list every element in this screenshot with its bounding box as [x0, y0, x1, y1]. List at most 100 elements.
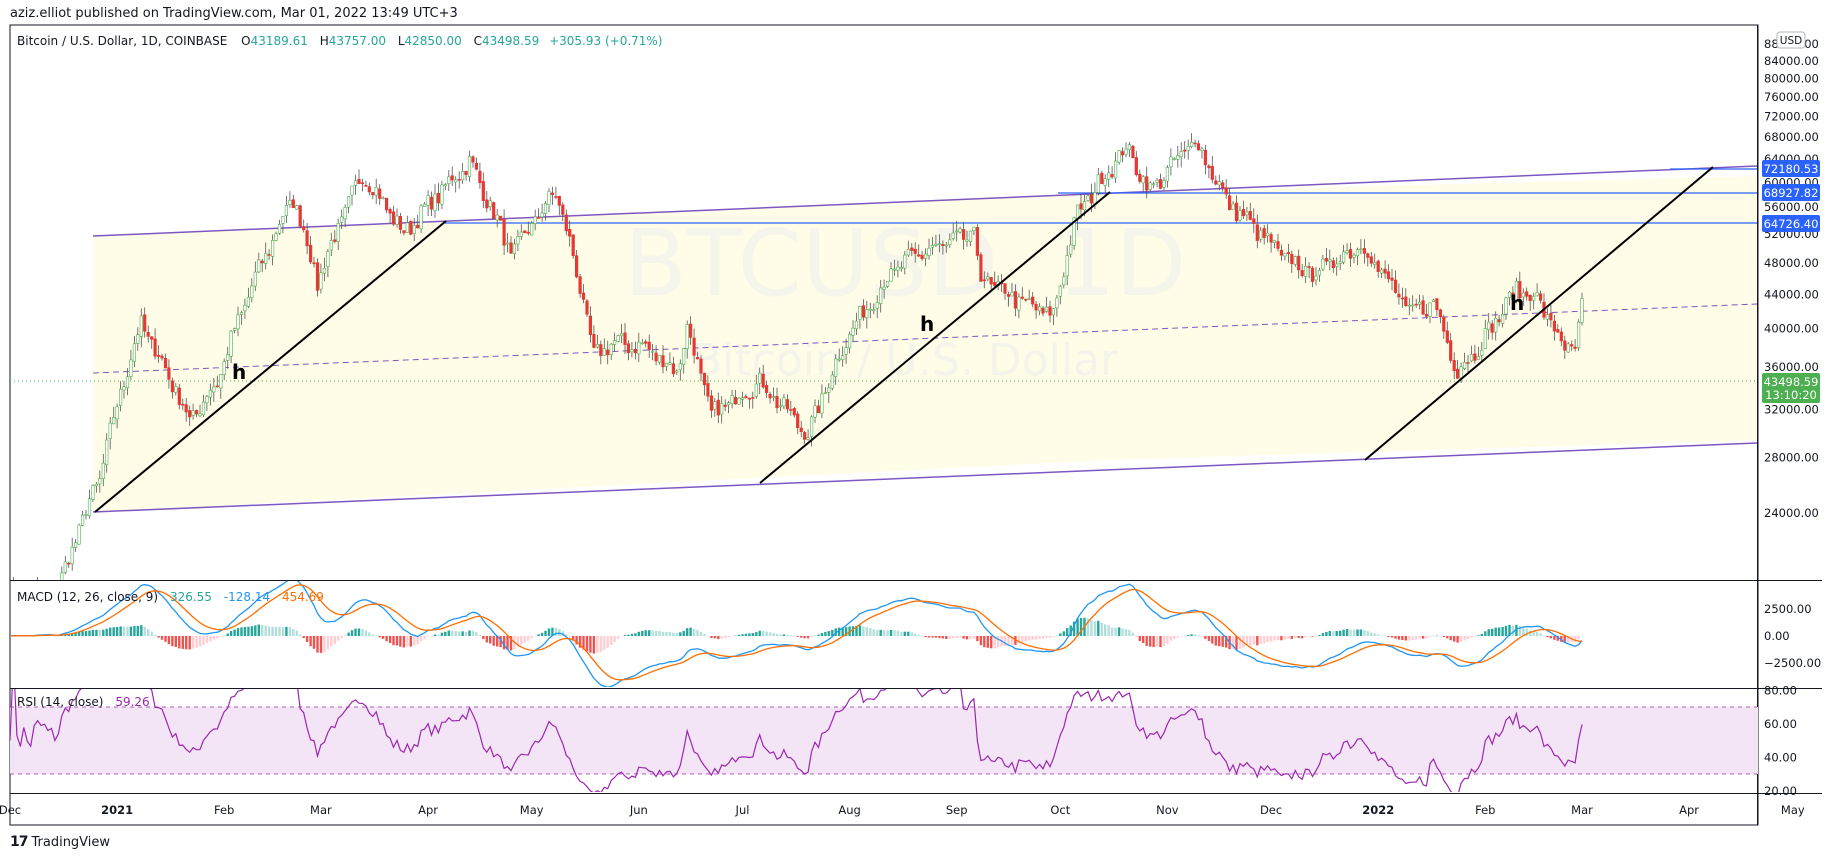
macd-hist-bar [1010, 636, 1014, 645]
candle-body [1062, 276, 1066, 286]
macd-hist-bar [278, 627, 281, 636]
price-axis[interactable]: 24000.00 28000.00 32000.00 36000.00 40000.00… [1764, 37, 1819, 520]
macd-hist-bar [983, 636, 986, 648]
macd-hist-bar [537, 634, 540, 636]
candle-body [685, 324, 689, 349]
candle-body [326, 251, 330, 267]
macd-hist-bar [1294, 636, 1297, 638]
candle-body [1425, 313, 1429, 317]
candle-body [1117, 150, 1121, 163]
candle-body [858, 305, 862, 320]
channel-midline[interactable] [92, 303, 1758, 374]
macd-hist-bar [482, 636, 485, 639]
macd-hist-bar [81, 631, 84, 636]
macd-hist-bar [1114, 627, 1117, 636]
candle-body [1276, 241, 1280, 249]
channel-upper-line[interactable] [92, 165, 1758, 237]
candle-body [184, 404, 188, 413]
candle-body [205, 396, 209, 404]
macd-hist-bar [1546, 636, 1549, 637]
candle-body [160, 355, 164, 359]
channel-lower-line[interactable] [92, 442, 1758, 513]
macd-hist-bar [1176, 636, 1179, 638]
candle-body [816, 405, 821, 414]
macd-hist-bar [153, 635, 157, 636]
macd-hist-bar [931, 636, 934, 638]
trend-line-3[interactable] [1364, 166, 1714, 461]
tradingview-footer[interactable]: 17 TradingView [10, 834, 110, 850]
macd-hist-bar [824, 631, 827, 636]
macd-hist-bar [920, 636, 924, 637]
candle-body [481, 181, 485, 202]
candle-body [879, 287, 883, 304]
candle-body [139, 315, 143, 337]
macd-hist-bar [485, 636, 488, 643]
annotation-h-3[interactable]: h [1510, 291, 1524, 315]
macd-hist-bar [1138, 636, 1141, 641]
candle-body [623, 332, 627, 345]
macd-hist-bar [413, 636, 416, 646]
macd-legend[interactable]: MACD (12, 26, close, 9) 326.55 -128.14 4… [17, 590, 324, 604]
macd-hist-bar [1459, 636, 1463, 642]
macd-hist-bar [447, 630, 450, 636]
macd-hist-bar [741, 634, 744, 636]
candle-body [1459, 366, 1463, 379]
legend-close-label: C [474, 34, 482, 48]
candle-body [602, 348, 606, 356]
macd-hist-bar [523, 636, 526, 643]
candle-body [695, 356, 700, 360]
macd-hist-bar [1100, 622, 1103, 636]
macd-hist-bar [261, 625, 264, 636]
candlestick-series [13, 133, 1584, 580]
price-label-72180-text: 72180.53 [1764, 162, 1819, 176]
macd-hist-bar [157, 636, 160, 638]
macd-hist-bar [1508, 624, 1511, 636]
annotation-h-1[interactable]: h [232, 360, 246, 384]
macd-hist-bar [1190, 634, 1193, 636]
macd-hist-bar [1504, 625, 1508, 636]
candle-body [1044, 306, 1049, 312]
time-axis[interactable]: Dec 2021 Feb Mar Apr May Jun Jul Aug Sep Oct Nov Dec… [0, 803, 1805, 817]
rsi-axis: 80.00 60.00 40.00 20.00 [1764, 683, 1797, 798]
currency-badge[interactable]: USD [1776, 31, 1806, 49]
candle-body [467, 156, 472, 177]
macd-hist-bar [710, 636, 713, 638]
macd-hist-bar [191, 636, 195, 649]
trend-line-1[interactable] [94, 220, 447, 513]
candle-body [668, 362, 672, 365]
candle-body [554, 196, 558, 198]
macd-hist-bar [755, 632, 758, 636]
candle-body [122, 386, 126, 391]
candle-body [923, 253, 928, 259]
candle-body [1158, 179, 1163, 189]
candle-body [1058, 285, 1062, 297]
macd-hist-bar [1352, 629, 1356, 636]
macd-hist-bar [309, 636, 312, 647]
candle-body [1079, 203, 1083, 210]
candle-body [1310, 267, 1315, 282]
candle-body [1376, 260, 1380, 272]
rsi-legend[interactable]: RSI (14, close) 59.26 [17, 695, 150, 709]
macd-hist-bar [337, 636, 340, 641]
candle-body [1089, 193, 1093, 204]
candle-body [488, 200, 492, 207]
candle-body [143, 314, 147, 332]
candle-body [1013, 291, 1017, 309]
candle-body [77, 524, 81, 545]
symbol-legend[interactable]: Bitcoin / U.S. Dollar, 1D, COINBASE O431… [17, 34, 663, 48]
macd-hist-bar [554, 627, 558, 636]
candle-body [329, 240, 333, 251]
macd-hist-bar [882, 630, 886, 636]
candle-body [1131, 145, 1135, 159]
macd-hist-bar [585, 636, 589, 652]
macd-hist-bar [416, 636, 419, 645]
candle-body [1238, 210, 1242, 221]
price-tick-label: 68000.00 [1764, 130, 1819, 144]
macd-hist-bar [1041, 636, 1045, 639]
annotation-h-2[interactable]: h [920, 312, 934, 336]
time-tick-label: Feb [214, 803, 234, 817]
trend-line-2[interactable] [759, 191, 1111, 484]
candle-body [875, 302, 879, 309]
candle-body [713, 401, 717, 410]
